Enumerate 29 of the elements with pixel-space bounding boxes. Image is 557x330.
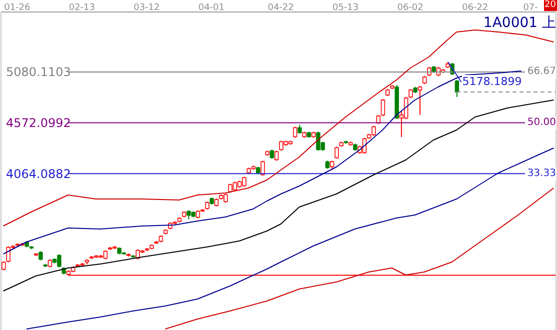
x-tick-label: 02-13 bbox=[68, 3, 96, 13]
candlestick bbox=[260, 160, 265, 176]
y2-tick-label: 66.67 bbox=[525, 64, 556, 79]
line-series bbox=[2, 30, 554, 226]
x-tick-label: 06-22 bbox=[462, 3, 488, 13]
x-tick-label: 06-02 bbox=[397, 3, 424, 13]
y2-tick-label: 33.33 bbox=[525, 166, 556, 181]
text: 20 bbox=[544, 0, 557, 11]
y-tick-label: 4572.0992 bbox=[6, 114, 71, 131]
x-tick-label: 04-01 bbox=[198, 3, 225, 13]
candlestick bbox=[454, 80, 460, 98]
y2-tick-label: 50.00 bbox=[525, 116, 556, 130]
y-tick-label: 5080.1103 bbox=[6, 64, 71, 80]
x-tick-label: 07- bbox=[523, 3, 538, 13]
x-tick-label: 01-26 bbox=[4, 3, 31, 13]
x-tick-label: 05-13 bbox=[332, 3, 359, 13]
annotation: 1A0001 上 bbox=[483, 14, 556, 32]
annotation: 5178.1899 bbox=[462, 75, 522, 88]
candlestick bbox=[418, 86, 422, 116]
x-tick-label: 03-12 bbox=[134, 3, 160, 13]
candlestick bbox=[274, 150, 279, 162]
x-tick-label: 04-22 bbox=[268, 3, 294, 13]
candlestick bbox=[404, 96, 408, 120]
y-tick-label: 4064.0882 bbox=[6, 166, 71, 182]
candlestick bbox=[334, 146, 339, 160]
line-series bbox=[164, 188, 554, 330]
candlestick bbox=[380, 98, 386, 116]
candlestick bbox=[292, 126, 298, 138]
line-series bbox=[2, 100, 554, 292]
